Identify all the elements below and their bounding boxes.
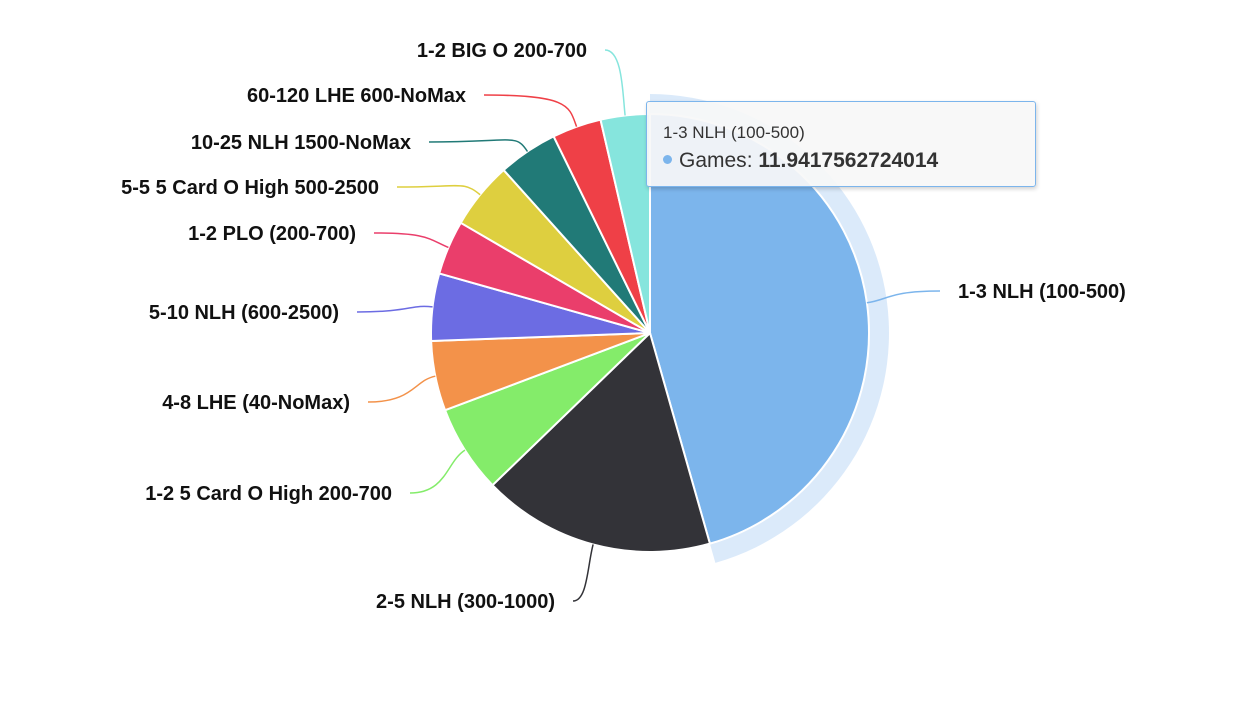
slice-label-2: 1-2 5 Card O High 200-700 — [145, 483, 392, 505]
connector-6 — [396, 184, 481, 196]
tooltip-series-dot — [663, 155, 672, 164]
slice-label-7: 10-25 NLH 1500-NoMax — [191, 132, 411, 154]
connector-0 — [866, 290, 941, 304]
slice-label-3: 4-8 LHE (40-NoMax) — [162, 392, 350, 414]
pie-slices — [430, 113, 870, 553]
slice-label-0: 1-3 NLH (100-500) — [958, 281, 1126, 303]
tooltip: 1-3 NLH (100-500) Games: 11.941756272401… — [646, 101, 1036, 187]
connector-9 — [604, 49, 626, 116]
tooltip-title: 1-3 NLH (100-500) — [663, 123, 805, 142]
tooltip-row: Games: 11.9417562724014 — [663, 146, 1021, 176]
tooltip-series-name: Games — [679, 149, 747, 172]
label-connectors — [356, 49, 941, 602]
tooltip-value: 11.9417562724014 — [758, 149, 939, 172]
slice-label-9: 1-2 BIG O 200-700 — [417, 40, 587, 62]
tooltip-separator: : — [746, 149, 759, 172]
slice-label-5: 1-2 PLO (200-700) — [188, 223, 356, 245]
connector-3 — [367, 375, 436, 403]
slice-labels: 1-3 NLH (100-500) 2-5 NLH (300-1000) 1-2 5… — [121, 40, 1126, 613]
connector-5 — [373, 232, 449, 249]
slice-label-6: 5-5 5 Card O High 500-2500 — [121, 177, 379, 199]
slice-label-8: 60-120 LHE 600-NoMax — [247, 85, 466, 107]
slice-label-1: 2-5 NLH (300-1000) — [376, 591, 555, 613]
connector-7 — [428, 139, 529, 152]
connector-4 — [356, 305, 433, 313]
connector-2 — [409, 449, 466, 494]
slice-label-4: 5-10 NLH (600-2500) — [149, 302, 339, 324]
connector-8 — [483, 94, 578, 127]
connector-1 — [572, 544, 594, 602]
